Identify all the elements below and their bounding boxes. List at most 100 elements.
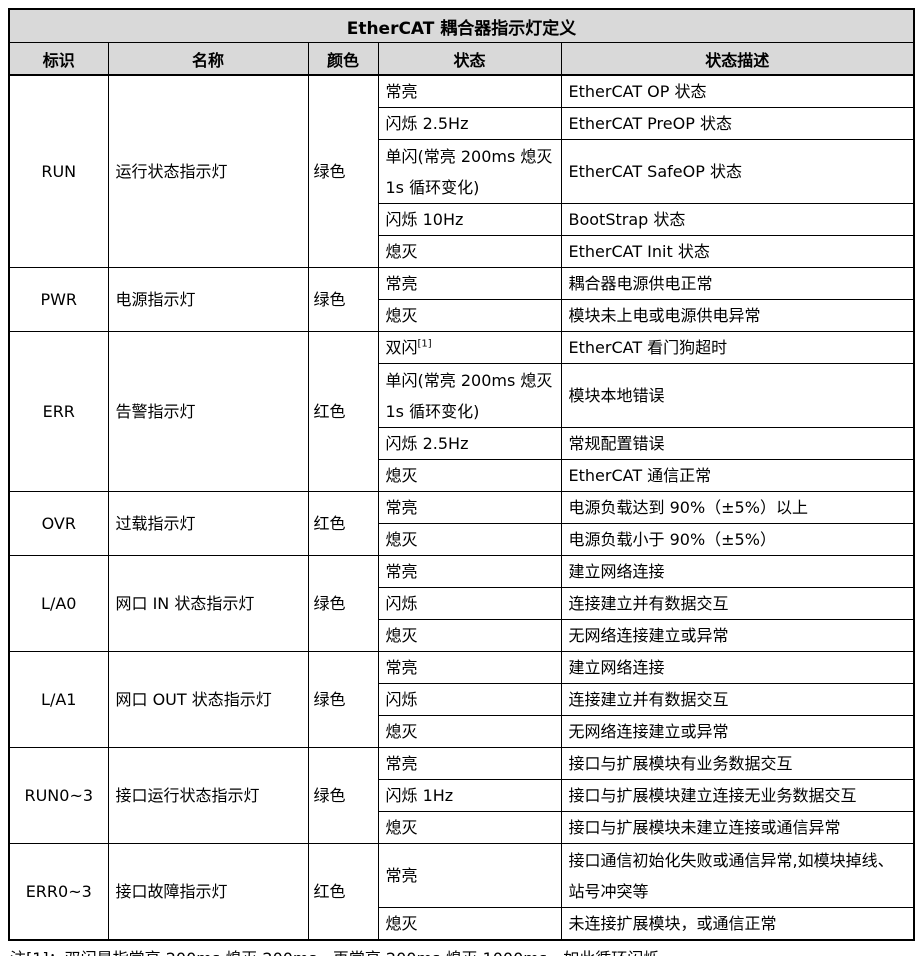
state-cell: 闪烁 2.5Hz <box>377 107 562 140</box>
state-desc-cell: 常规配置错误 <box>560 427 915 460</box>
table-row: RUN0~3 接口运行状态指示灯 绿色 常亮 接口与扩展模块有业务数据交互 <box>8 747 915 844</box>
state-desc-cell: 连接建立并有数据交互 <box>560 683 915 716</box>
table-row: 闪烁 连接建立并有数据交互 <box>9 587 915 620</box>
state-desc-cell: 接口与扩展模块未建立连接或通信异常 <box>560 811 915 844</box>
table-row: L/A1 网口 OUT 状态指示灯 绿色 常亮 建立网络连接 <box>8 651 915 748</box>
indicator-name-cell: 网口 OUT 状态指示灯 <box>107 651 309 748</box>
table-row: ERR0~3 接口故障指示灯 红色 常亮 接口通信初始化失败或通信异常,如模块掉线、站号… <box>8 843 915 941</box>
table-header-row: 标识 名称 颜色 状态 状态描述 <box>8 42 915 76</box>
state-desc-cell: 建立网络连接 <box>560 651 915 684</box>
state-cell: 常亮 <box>377 555 562 588</box>
table-row: 单闪(常亮 200ms 熄灭 1s 循环变化) EtherCAT SafeOP 状… <box>9 139 915 204</box>
state-desc-cell: 接口与扩展模块有业务数据交互 <box>560 747 915 780</box>
footnote: 注[1]：双闪是指常亮 200ms 熄灭 200ms，再常亮 200ms 熄灭 … <box>8 948 915 956</box>
state-desc-cell: 模块本地错误 <box>560 363 915 428</box>
indicator-color-cell: 绿色 <box>307 74 379 268</box>
state-cell: 闪烁 <box>377 587 562 620</box>
table-row: 熄灭 无网络连接建立或异常 <box>9 619 915 652</box>
indicator-color-cell: 绿色 <box>307 651 379 748</box>
state-cell: 熄灭 <box>377 235 562 268</box>
indicator-id-cell: OVR <box>8 491 109 556</box>
table-row: 熄灭 电源负载小于 90%（±5%） <box>9 523 915 556</box>
column-header-id: 标识 <box>8 42 109 76</box>
state-cell: 常亮 <box>377 843 562 908</box>
indicator-id-cell: ERR0~3 <box>8 843 109 941</box>
state-cell: 常亮 <box>377 267 562 300</box>
state-desc-cell: EtherCAT SafeOP 状态 <box>560 139 915 204</box>
table-body: RUN 运行状态指示灯 绿色 常亮 EtherCAT OP 状态 闪烁 2.5Hz Ethe… <box>8 74 915 941</box>
column-header-name: 名称 <box>107 42 309 76</box>
table-row: 熄灭 EtherCAT Init 状态 <box>9 235 915 268</box>
ethercat-led-definition-table: EtherCAT 耦合器指示灯定义 标识 名称 颜色 状态 状态描述 RUN 运行… <box>8 8 915 941</box>
state-cell: 常亮 <box>377 747 562 780</box>
state-desc-cell: EtherCAT OP 状态 <box>560 74 915 108</box>
state-desc-cell: 建立网络连接 <box>560 555 915 588</box>
state-desc-cell: EtherCAT 通信正常 <box>560 459 915 492</box>
column-header-color: 颜色 <box>307 42 379 76</box>
indicator-id-cell: L/A0 <box>8 555 109 652</box>
state-cell: 熄灭 <box>377 459 562 492</box>
indicator-color-cell: 红色 <box>307 331 379 492</box>
indicator-id-cell: RUN <box>8 74 109 268</box>
state-desc-cell: 电源负载小于 90%（±5%） <box>560 523 915 556</box>
state-cell: 单闪(常亮 200ms 熄灭 1s 循环变化) <box>377 139 562 204</box>
indicator-name-cell: 接口运行状态指示灯 <box>107 747 309 844</box>
indicator-id-cell: ERR <box>8 331 109 492</box>
indicator-color-cell: 红色 <box>307 491 379 556</box>
table-row: 闪烁 10Hz BootStrap 状态 <box>9 203 915 236</box>
state-cell: 熄灭 <box>377 715 562 748</box>
table-title: EtherCAT 耦合器指示灯定义 <box>8 8 915 43</box>
state-desc-cell: 未连接扩展模块，或通信正常 <box>560 907 915 941</box>
indicator-id-cell: PWR <box>8 267 109 332</box>
state-desc-cell: 模块未上电或电源供电异常 <box>560 299 915 332</box>
state-desc-cell: BootStrap 状态 <box>560 203 915 236</box>
state-desc-cell: 连接建立并有数据交互 <box>560 587 915 620</box>
indicator-id-cell: RUN0~3 <box>8 747 109 844</box>
indicator-name-cell: 电源指示灯 <box>107 267 309 332</box>
indicator-name-cell: 过载指示灯 <box>107 491 309 556</box>
state-cell: 单闪(常亮 200ms 熄灭 1s 循环变化) <box>377 363 562 428</box>
state-desc-cell: 无网络连接建立或异常 <box>560 619 915 652</box>
state-cell: 熄灭 <box>377 523 562 556</box>
table-row: 闪烁 2.5Hz 常规配置错误 <box>9 427 915 460</box>
table-row: L/A0 网口 IN 状态指示灯 绿色 常亮 建立网络连接 <box>8 555 915 652</box>
state-cell: 闪烁 <box>377 683 562 716</box>
state-desc-cell: 接口通信初始化失败或通信异常,如模块掉线、站号冲突等 <box>560 843 915 908</box>
table-row: PWR 电源指示灯 绿色 常亮 耦合器电源供电正常 <box>8 267 915 332</box>
indicator-color-cell: 绿色 <box>307 267 379 332</box>
state-cell: 熄灭 <box>377 619 562 652</box>
state-cell: 闪烁 1Hz <box>377 779 562 812</box>
table-row: 熄灭 接口与扩展模块未建立连接或通信异常 <box>9 811 915 844</box>
indicator-name-cell: 网口 IN 状态指示灯 <box>107 555 309 652</box>
state-desc-cell: 无网络连接建立或异常 <box>560 715 915 748</box>
table-row: 熄灭 未连接扩展模块，或通信正常 <box>9 907 915 941</box>
table-row: ERR 告警指示灯 红色 双闪[1] EtherCAT 看门狗超时 <box>8 331 915 492</box>
state-desc-cell: EtherCAT Init 状态 <box>560 235 915 268</box>
state-cell: 常亮 <box>377 74 562 108</box>
state-cell: 熄灭 <box>377 907 562 941</box>
state-cell: 常亮 <box>377 491 562 524</box>
state-cell: 闪烁 10Hz <box>377 203 562 236</box>
state-desc-cell: EtherCAT 看门狗超时 <box>560 331 915 364</box>
state-desc-cell: 耦合器电源供电正常 <box>560 267 915 300</box>
table-row: 熄灭 无网络连接建立或异常 <box>9 715 915 748</box>
state-desc-cell: 接口与扩展模块建立连接无业务数据交互 <box>560 779 915 812</box>
indicator-color-cell: 红色 <box>307 843 379 941</box>
column-header-state: 状态 <box>377 42 562 76</box>
state-cell: 熄灭 <box>377 299 562 332</box>
column-header-state-desc: 状态描述 <box>560 42 915 76</box>
indicator-name-cell: 运行状态指示灯 <box>107 74 309 268</box>
table-title-row: EtherCAT 耦合器指示灯定义 <box>8 8 915 43</box>
state-cell: 双闪[1] <box>377 331 562 364</box>
indicator-name-cell: 接口故障指示灯 <box>107 843 309 941</box>
indicator-name-cell: 告警指示灯 <box>107 331 309 492</box>
table-row: OVR 过载指示灯 红色 常亮 电源负载达到 90%（±5%）以上 <box>8 491 915 556</box>
state-cell: 熄灭 <box>377 811 562 844</box>
state-cell: 常亮 <box>377 651 562 684</box>
state-cell: 闪烁 2.5Hz <box>377 427 562 460</box>
footnote-reference: [1] <box>417 338 432 350</box>
table-row: 闪烁 2.5Hz EtherCAT PreOP 状态 <box>9 107 915 140</box>
state-desc-cell: 电源负载达到 90%（±5%）以上 <box>560 491 915 524</box>
indicator-color-cell: 绿色 <box>307 747 379 844</box>
